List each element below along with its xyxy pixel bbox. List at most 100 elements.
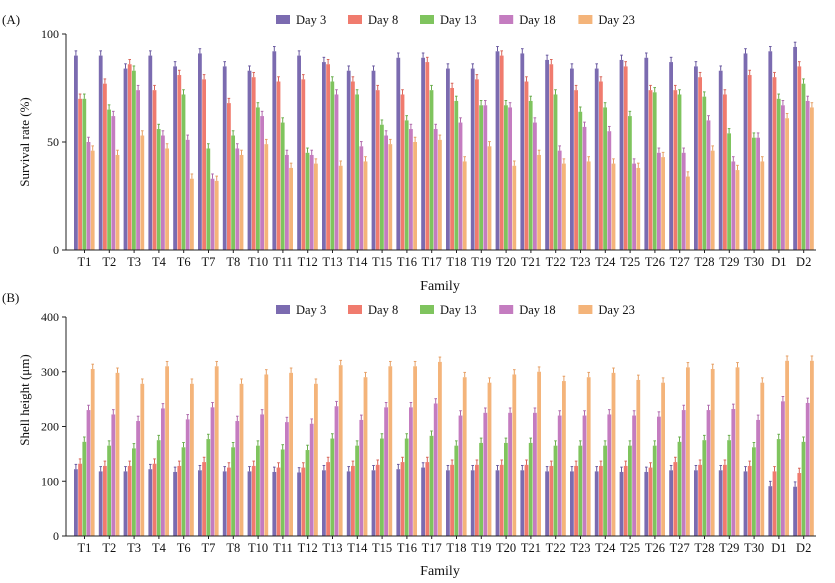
- panel-b-x-tick-label-T12: T12: [298, 541, 318, 555]
- panel-b-y-tick-label-400: 400: [41, 310, 59, 324]
- panel-b-bar-T11-day23: [289, 372, 293, 536]
- panel-a-bar-T23-day13: [578, 111, 583, 250]
- panel-b-bar-T20-day3: [495, 470, 500, 536]
- panel-b-bar-T4-day3: [148, 469, 153, 536]
- panel-a-bar-T13-day23: [338, 165, 343, 250]
- panel-a-bar-T15-day3: [371, 70, 376, 250]
- panel-a-bar-T29-day13: [727, 133, 731, 250]
- panel-a-bar-D2-day8: [797, 66, 802, 251]
- panel-b-bar-T20-day23: [512, 374, 517, 536]
- panel-b-bar-T2-day18: [111, 414, 116, 536]
- panel-a-x-tick-label-D1: D1: [771, 255, 786, 269]
- panel-a-bar-T19-day8: [475, 79, 479, 250]
- panel-b-legend-label-3: Day 13: [440, 303, 476, 317]
- panel-b-x-tick-label-T10: T10: [248, 541, 268, 555]
- panel-a-x-tick-label-T24: T24: [595, 255, 616, 269]
- panel-a-bar-T13-day3: [322, 62, 326, 250]
- panel-b-bar-T26-day3: [644, 471, 649, 536]
- panel-b-x-tick-label-T16: T16: [397, 541, 417, 555]
- panel-b-bar-T26-day13: [652, 445, 657, 536]
- panel-b-bar-T25-day23: [636, 379, 641, 536]
- panel-b-bar-T1-day8: [78, 463, 82, 536]
- panel-a-bar-T4-day8: [152, 90, 157, 250]
- panel-b-bar-T30-day3: [743, 471, 748, 536]
- panel-b-bar-T12-day3: [297, 472, 301, 536]
- panel-b-bar-T30-day18: [756, 419, 760, 536]
- panel-a-bar-T22-day13: [553, 94, 558, 250]
- panel-b-bar-T22-day8: [549, 465, 554, 536]
- panel-b-bar-T12-day13: [305, 450, 310, 536]
- panel-b-legend-label-4: Day 18: [519, 303, 555, 317]
- panel-b-bar-T13-day18: [334, 406, 339, 536]
- panel-a-bar-T22-day3: [545, 59, 549, 250]
- panel-a-x-tick-label-T20: T20: [496, 255, 516, 269]
- panel-b-bar-T23-day13: [578, 445, 583, 536]
- panel-a-x-tick-label-T23: T23: [570, 255, 590, 269]
- panel-a-bar-T10-day23: [264, 144, 269, 250]
- panel-a-x-tick-label-T2: T2: [102, 255, 116, 269]
- panel-b-bar-T3-day13: [132, 448, 136, 536]
- panel-b-bar-T10-day18: [260, 414, 264, 536]
- panel-b-bar-T29-day3: [718, 470, 723, 536]
- panel-a-bar-T15-day13: [380, 124, 384, 250]
- panel-b-bar-T29-day13: [727, 440, 731, 536]
- panel-a-bar-T6-day23: [190, 178, 194, 250]
- panel-a-bar-T24-day23: [611, 163, 616, 250]
- panel-a-bar-T28-day18: [706, 120, 711, 251]
- panel-a-x-tick-label-T26: T26: [645, 255, 665, 269]
- panel-b-x-tick-label-T26: T26: [645, 541, 665, 555]
- panel-a-bar-T2-day3: [98, 55, 103, 250]
- panel-a-x-tick-label-T28: T28: [694, 255, 714, 269]
- panel-b-bar-D2-day8: [797, 473, 802, 536]
- panel-a-bar-T20-day8: [499, 55, 504, 250]
- panel-a-bar-T3-day3: [123, 68, 128, 250]
- panel-a-legend-swatch-3: [420, 15, 434, 24]
- panel-a-bar-T20-day13: [504, 105, 508, 250]
- panel-a-bar-D2-day3: [793, 46, 797, 251]
- panel-b-bar-T18-day3: [446, 470, 450, 536]
- panel-b-bar-T20-day18: [508, 412, 512, 536]
- panel-a-legend-swatch-4: [499, 15, 514, 24]
- panel-b-bar-T19-day8: [475, 464, 479, 536]
- panel-b-x-tick-label-T22: T22: [546, 541, 566, 555]
- panel-a-bar-T18-day3: [446, 68, 450, 250]
- panel-a-legend-label-3: Day 13: [440, 13, 476, 27]
- panel-a-bar-T26-day18: [657, 152, 661, 250]
- panel-b-legend-swatch-2: [348, 305, 362, 314]
- panel-b-bar-T24-day23: [611, 372, 616, 536]
- panel-a-bar-T1-day8: [78, 98, 82, 250]
- panel-a-bar-T20-day18: [508, 107, 512, 250]
- panel-a-x-tick-label-T13: T13: [322, 255, 342, 269]
- panel-a-bar-T12-day18: [309, 154, 314, 250]
- panel-b-x-tick-label-T27: T27: [670, 541, 690, 555]
- panel-b-x-tick-label-T20: T20: [496, 541, 516, 555]
- panel-a-bar-T21-day23: [537, 154, 541, 250]
- panel-b-x-tick-label-T18: T18: [446, 541, 466, 555]
- panel-b-bar-T21-day13: [528, 442, 533, 536]
- panel-a-bar-T14-day23: [363, 161, 368, 250]
- panel-b-bar-T13-day8: [326, 462, 330, 536]
- panel-b-bar-T4-day13: [156, 440, 161, 536]
- panel-a-bar-T27-day8: [673, 90, 678, 250]
- panel-a-bar-T21-day13: [528, 100, 533, 251]
- panel-b-bar-T29-day23: [735, 367, 740, 536]
- panel-a-legend-swatch-2: [348, 15, 362, 24]
- panel-b-bar-T28-day18: [706, 410, 711, 536]
- panel-b-bar-T16-day23: [413, 366, 417, 536]
- panel-b-bar-T6-day3: [173, 471, 177, 536]
- panel-b-x-tick-label-T2: T2: [102, 541, 116, 555]
- panel-a-bar-T3-day18: [136, 90, 140, 250]
- panel-a-bar-D1-day18: [781, 105, 785, 250]
- panel-b-bar-T13-day3: [322, 470, 326, 536]
- panel-a-bar-D2-day18: [805, 100, 810, 251]
- panel-a-bar-T26-day23: [661, 157, 665, 250]
- panel-b-bar-T21-day23: [537, 371, 541, 536]
- panel-b-bar-T16-day3: [396, 469, 401, 536]
- panel-a-y-tick-label-100: 100: [41, 27, 59, 41]
- panel-b-bar-T22-day3: [545, 471, 549, 536]
- panel-a-bar-T1-day18: [86, 142, 91, 250]
- panel-a-bar-T26-day13: [652, 92, 657, 250]
- panel-a-bar-D1-day23: [785, 118, 789, 251]
- panel-b-bar-T25-day18: [632, 415, 636, 536]
- panel-a-bar-T8-day18: [235, 148, 240, 250]
